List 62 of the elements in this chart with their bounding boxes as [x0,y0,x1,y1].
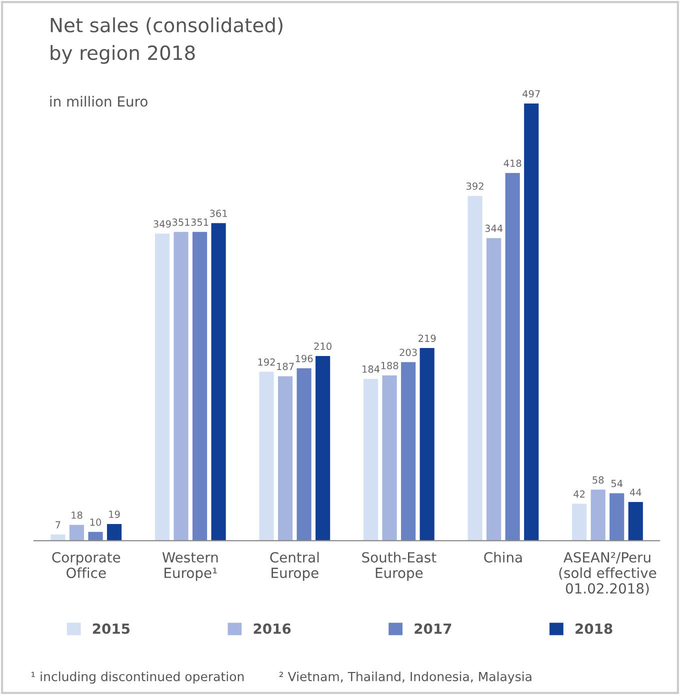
legend-label: 2016 [254,623,291,634]
x-tick-label: ASEAN²/Peru (sold effective 01.02.2018) [559,552,656,596]
legend-label: 2017 [414,623,452,634]
data-label: 219 [418,334,436,342]
bar [572,504,587,541]
data-label: 10 [90,518,102,526]
data-label: 19 [109,510,120,518]
data-label: 192 [258,358,275,366]
bar [106,524,122,541]
text: ² Vietnam, Thailand, Indonesia, Malaysia [279,672,532,684]
data-label: 203 [400,348,417,356]
bar [505,172,520,541]
data-label: 392 [466,182,484,190]
data-label: 42 [574,490,585,498]
data-label: 44 [630,488,642,496]
bar [420,348,434,541]
bar [278,376,293,541]
bar [192,232,208,541]
bar [468,196,482,541]
x-tick-label: Western Europe¹ [162,552,218,581]
bar [211,223,226,541]
data-label: 418 [504,160,522,167]
bar [296,368,312,541]
data-label: 18 [72,511,82,519]
bar [610,493,624,541]
data-label: 351 [172,218,190,226]
x-tick-label: Corporate Office [52,552,120,578]
x-tick-label: South-East Europe [362,552,436,581]
x-tick-label: China [484,552,522,563]
bar [401,362,416,541]
data-label: 184 [362,365,380,373]
data-label: 187 [277,362,294,370]
bar [154,234,170,541]
data-label: 7 [56,521,60,528]
bar [259,372,274,541]
data-label: 497 [522,90,540,98]
data-label: 210 [314,342,332,350]
data-label: 344 [485,224,503,232]
data-label: 361 [210,210,227,218]
bar [590,490,606,541]
x-tick-label: Central Europe [270,552,319,581]
bar [316,356,330,541]
bar [69,524,84,541]
bar [88,532,103,541]
data-label: 54 [611,480,622,488]
legend-label: 2015 [92,623,130,634]
bar [628,502,643,541]
bar [486,238,502,541]
data-label: 188 [381,362,398,370]
chart-title: Net sales (consolidated) by region 2018 [50,17,282,64]
bar [382,375,397,541]
bar [50,534,66,541]
data-label: 196 [296,354,313,362]
data-label: 351 [191,218,208,226]
chart-subtitle: in million Euro [50,96,148,107]
bar [174,232,188,541]
text: ¹ including discontinued operation [31,672,244,684]
data-label: 349 [154,220,171,228]
bar [524,103,539,541]
legend-label: 2018 [576,623,612,634]
bar [363,378,378,541]
data-label: 58 [592,476,604,484]
